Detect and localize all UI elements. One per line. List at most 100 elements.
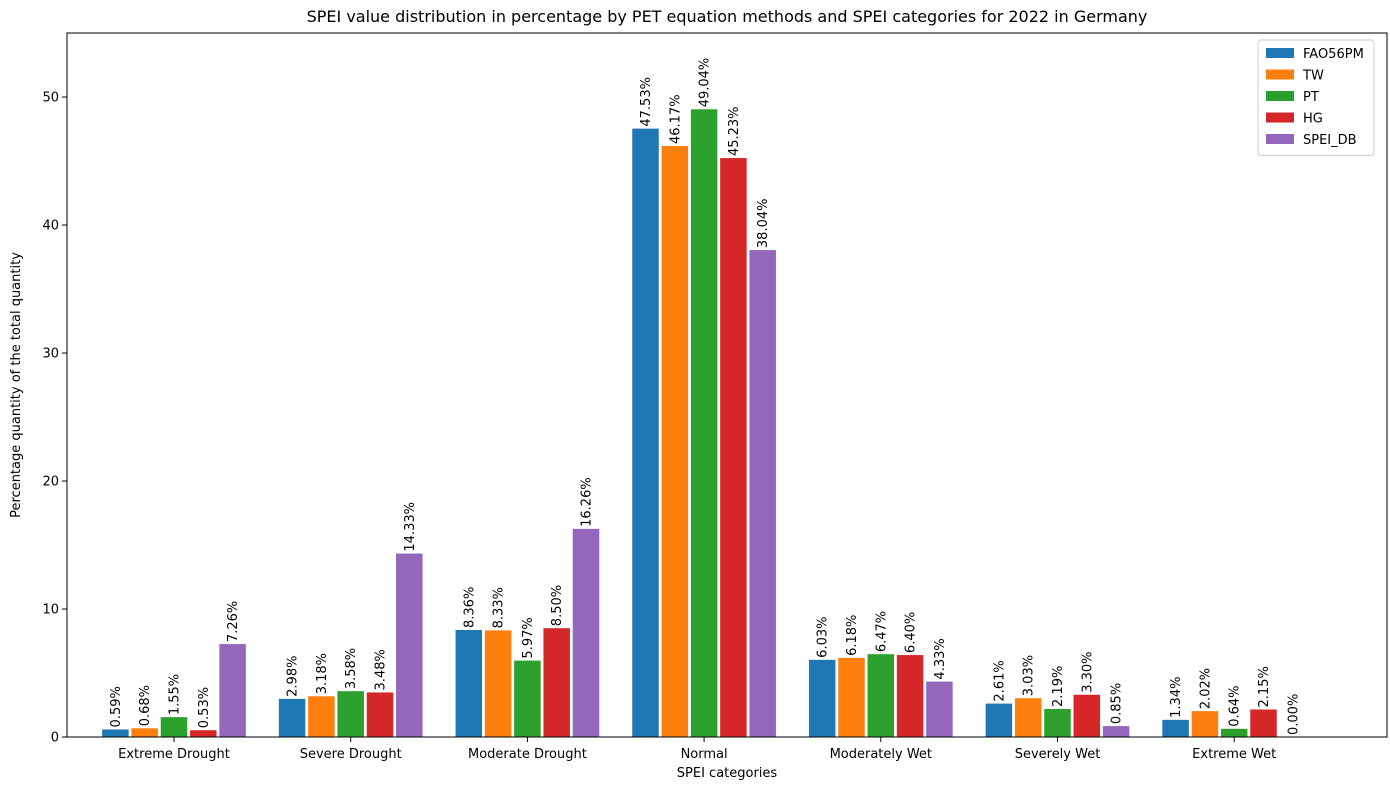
legend-swatch-hg	[1266, 112, 1294, 123]
bars-layer	[102, 109, 1277, 738]
bar-pt-7	[1220, 728, 1248, 737]
bar-pt-2	[337, 691, 364, 737]
legend-box	[1257, 39, 1375, 156]
data-label: 8.50%	[550, 585, 565, 626]
data-label: 2.61%	[992, 660, 1007, 701]
bar-hg-1	[190, 730, 217, 737]
data-label: 38.04%	[756, 199, 771, 249]
legend-label-fao56pm: FAO56PM	[1303, 47, 1364, 62]
bar-spei_db-5	[926, 681, 953, 737]
bar-hg-3	[543, 628, 570, 737]
legend-swatch-tw	[1266, 69, 1294, 80]
data-label: 1.55%	[168, 674, 183, 715]
x-tick-label: Severe Drought	[300, 747, 402, 762]
data-label: 3.30%	[1080, 651, 1095, 692]
bar-pt-4	[690, 109, 718, 738]
bar-tw-2	[308, 696, 335, 737]
bar-hg-2	[366, 692, 394, 737]
x-axis-label: SPEI categories	[677, 766, 778, 781]
bar-fao56pm-3	[455, 629, 483, 737]
y-tick-label: 20	[42, 475, 59, 490]
bar-tw-4	[661, 146, 689, 737]
bar-hg-4	[720, 158, 747, 737]
data-label: 8.33%	[492, 587, 507, 628]
legend-swatch-spei_db	[1266, 134, 1294, 144]
bar-tw-3	[484, 630, 512, 737]
data-label: 3.03%	[1022, 655, 1037, 696]
x-tick-label: Extreme Drought	[118, 747, 230, 762]
data-label: 3.48%	[374, 649, 389, 690]
data-labels-layer: 0.59% 0.68% 1.55% 0.53% 7.26% 2.98% 3.18% 3.58%…	[109, 58, 1301, 735]
data-label: 6.47%	[874, 611, 889, 652]
bar-spei_db-4	[749, 250, 776, 737]
data-label: 6.40%	[904, 612, 919, 653]
data-label: 0.64%	[1228, 685, 1243, 726]
bar-pt-3	[514, 660, 541, 737]
data-label: 7.26%	[226, 601, 241, 642]
data-label: 16.26%	[580, 477, 595, 527]
data-label: 6.03%	[816, 617, 831, 658]
bar-spei_db-2	[396, 553, 423, 737]
data-label: 4.33%	[933, 638, 948, 679]
x-tick-label: Moderate Drought	[468, 747, 587, 762]
bar-pt-6	[1044, 708, 1071, 737]
data-label: 0.59%	[109, 686, 124, 727]
data-label: 2.02%	[1198, 668, 1213, 709]
bar-fao56pm-4	[632, 128, 659, 737]
y-tick-label: 40	[42, 219, 59, 234]
data-label: 0.00%	[1286, 694, 1301, 735]
bar-hg-5	[896, 655, 924, 737]
bar-tw-1	[131, 728, 158, 737]
legend-label-hg: HG	[1303, 112, 1323, 127]
bar-hg-7	[1250, 709, 1277, 737]
legend-swatch-fao56pm	[1266, 48, 1294, 58]
bar-spei_db-1	[219, 644, 246, 737]
y-tick-label: 50	[42, 91, 59, 106]
data-label: 1.34%	[1169, 677, 1184, 718]
data-label: 2.98%	[286, 656, 301, 697]
data-label: 6.18%	[845, 615, 860, 656]
y-axis: 0 10 20 30 40 50	[42, 91, 67, 746]
data-label: 2.15%	[1257, 666, 1272, 707]
legend-label-tw: TW	[1302, 69, 1324, 84]
chart-title: SPEI value distribution in percentage by…	[307, 7, 1148, 26]
bar-hg-6	[1073, 694, 1101, 737]
data-label: 14.33%	[403, 502, 418, 552]
data-label: 5.97%	[521, 617, 536, 658]
data-label: 0.68%	[138, 685, 153, 726]
data-label: 8.36%	[462, 587, 477, 628]
legend: FAO56PM TW PT HG SPEI_DB	[1257, 39, 1375, 156]
x-tick-label: Normal	[681, 747, 728, 762]
legend-label-spei_db: SPEI_DB	[1303, 133, 1357, 148]
x-tick-label: Extreme Wet	[1192, 747, 1276, 762]
data-label: 49.04%	[698, 58, 713, 108]
data-label: 45.23%	[727, 106, 742, 156]
legend-label-pt: PT	[1303, 90, 1319, 105]
bar-fao56pm-7	[1162, 719, 1189, 737]
y-tick-label: 30	[42, 347, 59, 362]
x-axis: Extreme Drought Severe Drought Moderate Dr…	[118, 737, 1276, 762]
bar-fao56pm-5	[808, 659, 836, 737]
data-label: 47.53%	[639, 77, 654, 127]
x-tick-label: Severely Wet	[1015, 747, 1101, 762]
bar-pt-1	[160, 717, 188, 737]
bar-fao56pm-2	[278, 698, 306, 737]
y-axis-label: Percentage quantity of the total quantit…	[9, 252, 24, 518]
legend-swatch-pt	[1266, 91, 1294, 101]
bar-spei_db-6	[1102, 726, 1130, 737]
bar-fao56pm-6	[985, 703, 1013, 737]
data-label: 46.17%	[668, 94, 683, 144]
data-label: 3.58%	[344, 648, 359, 689]
data-label: 0.85%	[1110, 683, 1125, 724]
x-tick-label: Moderately Wet	[830, 747, 932, 762]
bar-pt-5	[867, 654, 895, 737]
bar-tw-6	[1014, 698, 1042, 737]
bar-tw-7	[1191, 711, 1219, 737]
data-label: 2.19%	[1051, 666, 1066, 707]
bar-tw-5	[838, 657, 865, 737]
y-tick-label: 10	[42, 603, 59, 618]
y-tick-label: 0	[51, 731, 59, 746]
plot-area-frame	[66, 32, 1388, 738]
